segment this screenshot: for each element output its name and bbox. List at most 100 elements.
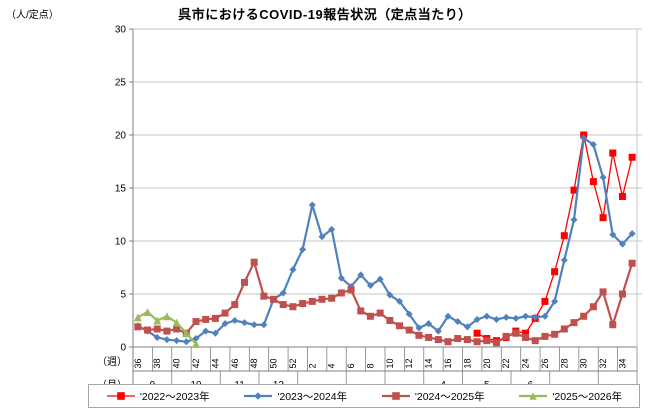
series-1-point-45 bbox=[221, 320, 229, 328]
week-label-46: 46 bbox=[230, 358, 240, 368]
week-label-12: 12 bbox=[404, 358, 414, 368]
series-0-point-19 bbox=[473, 329, 481, 337]
series-1-point-3 bbox=[318, 233, 326, 241]
week-label-4: 4 bbox=[327, 363, 337, 368]
series-2-point-1 bbox=[299, 300, 307, 308]
week-label-36: 36 bbox=[133, 358, 143, 368]
week-label-14: 14 bbox=[424, 358, 434, 368]
series-0-point-27 bbox=[551, 268, 559, 276]
week-label-10: 10 bbox=[385, 358, 395, 368]
series-1-point-13 bbox=[415, 324, 423, 332]
legend-marker-2024-2025-icon bbox=[381, 392, 410, 400]
series-1-point-33 bbox=[609, 231, 617, 239]
series-2-point-33 bbox=[609, 321, 617, 329]
week-label-34: 34 bbox=[617, 358, 627, 368]
series-1-point-21 bbox=[492, 315, 500, 323]
legend-label-2022-2023: '2022～2023年 bbox=[139, 390, 210, 403]
series-1-point-16 bbox=[444, 312, 452, 320]
week-label-30: 30 bbox=[579, 358, 589, 368]
series-1-point-2 bbox=[308, 201, 316, 209]
legend-item-2023-2024: '2023～2024年 bbox=[243, 389, 347, 404]
series-2-point-7 bbox=[357, 307, 365, 315]
series-0-point-32 bbox=[599, 214, 607, 222]
series-2-point-22 bbox=[502, 332, 510, 340]
series-2-point-46 bbox=[231, 301, 239, 309]
series-1-point-15 bbox=[434, 327, 442, 335]
series-3-point-37 bbox=[143, 308, 152, 317]
series-1-point-12 bbox=[405, 310, 413, 318]
series-1-point-8 bbox=[366, 282, 374, 290]
series-1-point-51 bbox=[279, 289, 287, 297]
series-1-point-41 bbox=[182, 338, 190, 346]
series-2-point-32 bbox=[599, 288, 607, 296]
week-row-header: （週） bbox=[97, 356, 127, 368]
series-2-point-51 bbox=[279, 301, 287, 309]
week-label-52: 52 bbox=[288, 358, 298, 368]
series-0-point-34 bbox=[618, 192, 626, 200]
y-tick-label-30: 30 bbox=[115, 25, 127, 36]
legend-item-2022-2023: '2022～2023年 bbox=[106, 389, 210, 404]
series-2-point-8 bbox=[366, 312, 374, 320]
week-label-40: 40 bbox=[172, 358, 182, 368]
series-1-point-47 bbox=[240, 319, 248, 327]
series-1-point-25 bbox=[531, 313, 539, 321]
series-2-point-36 bbox=[134, 323, 142, 331]
y-tick-label-10: 10 bbox=[115, 237, 127, 248]
series-2-point-49 bbox=[260, 292, 268, 300]
week-label-16: 16 bbox=[443, 358, 453, 368]
chart-legend: '2022～2023年 '2023～2024年 '2024～2025年 '202… bbox=[88, 384, 640, 408]
series-1-point-31 bbox=[589, 141, 597, 149]
series-2-point-44 bbox=[211, 314, 219, 322]
series-2-point-13 bbox=[415, 331, 423, 339]
series-2-point-52 bbox=[289, 303, 297, 311]
series-1-point-28 bbox=[560, 256, 568, 264]
series-1-point-5 bbox=[337, 274, 345, 282]
diamond-marker-icon bbox=[254, 392, 263, 400]
series-2-point-30 bbox=[580, 312, 588, 320]
legend-label-2024-2025: '2024～2025年 bbox=[414, 390, 485, 403]
series-1-point-52 bbox=[289, 266, 297, 274]
series-1-point-14 bbox=[425, 320, 433, 328]
series-2-point-37 bbox=[144, 326, 152, 334]
series-2-point-31 bbox=[589, 303, 597, 311]
series-1-point-32 bbox=[599, 173, 607, 181]
series-1-point-49 bbox=[260, 321, 268, 329]
series-2-point-47 bbox=[240, 278, 248, 286]
series-1-point-10 bbox=[386, 291, 394, 299]
legend-label-2025-2026: '2025～2026年 bbox=[552, 390, 623, 403]
series-1-point-20 bbox=[483, 312, 491, 320]
legend-marker-2023-2024-icon bbox=[244, 392, 273, 400]
series-3-point-39 bbox=[162, 312, 171, 321]
week-label-50: 50 bbox=[269, 358, 279, 368]
series-0-point-29 bbox=[570, 186, 578, 194]
series-1-point-1 bbox=[299, 245, 307, 253]
series-2-point-11 bbox=[396, 322, 404, 330]
series-1-point-46 bbox=[231, 317, 239, 324]
week-label-24: 24 bbox=[521, 358, 531, 368]
series-2-point-4 bbox=[328, 294, 336, 302]
series-2-point-16 bbox=[444, 338, 452, 346]
series-2-point-27 bbox=[551, 330, 559, 338]
series-0-point-24 bbox=[522, 329, 530, 337]
series-2-point-5 bbox=[337, 289, 345, 297]
series-2-point-9 bbox=[376, 309, 384, 317]
series-2-point-18 bbox=[463, 336, 471, 344]
series-1-point-43 bbox=[202, 327, 210, 335]
series-2-point-38 bbox=[153, 325, 161, 333]
series-2-point-35 bbox=[628, 259, 636, 267]
series-2-point-42 bbox=[192, 318, 200, 326]
series-1-point-17 bbox=[454, 318, 462, 326]
series-2-point-48 bbox=[250, 258, 258, 266]
series-0-point-33 bbox=[609, 149, 617, 157]
y-tick-label-0: 0 bbox=[120, 343, 126, 354]
series-1-point-4 bbox=[328, 225, 336, 233]
series-2-point-12 bbox=[405, 326, 413, 334]
triangle-marker-icon bbox=[529, 392, 538, 400]
square-marker-icon bbox=[117, 392, 125, 400]
series-2-point-20 bbox=[483, 337, 491, 345]
series-1-point-19 bbox=[473, 315, 481, 323]
series-1-point-22 bbox=[502, 313, 510, 321]
week-label-32: 32 bbox=[598, 358, 608, 368]
series-1-point-38 bbox=[153, 333, 161, 341]
